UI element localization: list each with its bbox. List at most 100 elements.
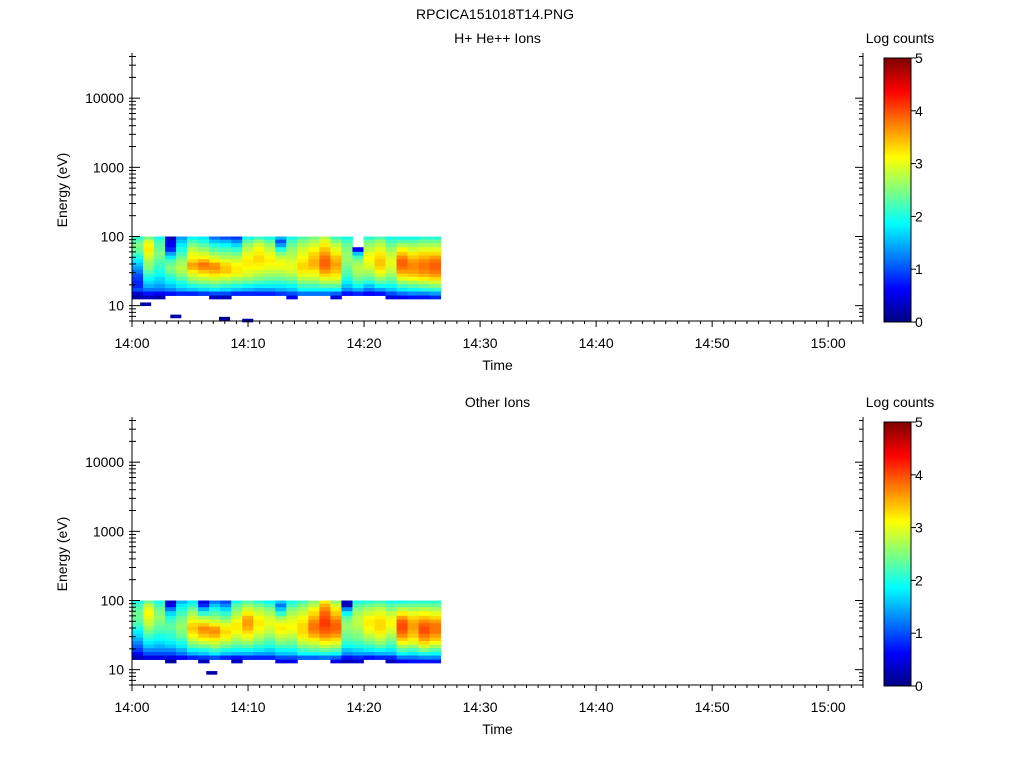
heatmap-cell xyxy=(187,623,199,627)
colorbar-segment xyxy=(884,479,911,483)
heatmap-cell xyxy=(154,280,166,285)
heatmap-cell xyxy=(418,637,431,642)
heatmap-cell xyxy=(220,251,232,256)
heatmap-cell xyxy=(429,652,442,656)
colorbar-segment xyxy=(884,78,911,82)
heatmap-cell xyxy=(308,280,320,285)
heatmap-cell xyxy=(220,259,232,263)
heatmap-cell xyxy=(209,619,221,624)
colorbar-segment xyxy=(884,251,911,255)
heatmap-cell xyxy=(363,623,375,627)
heatmap-cell xyxy=(231,637,243,642)
heatmap-cell xyxy=(418,259,431,263)
heatmap-cell xyxy=(308,288,320,292)
heatmap-cell xyxy=(319,619,331,624)
heatmap-cell xyxy=(165,611,177,617)
heatmap-cell xyxy=(209,288,221,292)
heatmap-cell xyxy=(396,239,408,244)
heatmap-cell xyxy=(374,611,386,617)
heatmap-cell xyxy=(418,262,431,267)
x-tick-label: 14:10 xyxy=(231,699,266,715)
colorbar-segment xyxy=(884,136,911,139)
heatmap-cell xyxy=(374,251,386,256)
heatmap-cell xyxy=(286,652,298,656)
heatmap-cell xyxy=(286,269,298,275)
heatmap-cell xyxy=(330,239,342,244)
heatmap-cell xyxy=(341,611,353,617)
heatmap-cell xyxy=(429,644,442,649)
heatmap-cell xyxy=(154,615,166,620)
heatmap-cell xyxy=(187,276,199,282)
heatmap-cell xyxy=(319,640,331,646)
heatmap-cell xyxy=(143,262,155,267)
heatmap-cell xyxy=(341,291,353,296)
heatmap-cell xyxy=(176,243,188,248)
colorbar-segment xyxy=(884,249,911,253)
colorbar-segment xyxy=(884,284,911,288)
colorbar-segment xyxy=(884,504,911,508)
heatmap-cell xyxy=(187,291,199,296)
heatmap-cell xyxy=(286,655,298,660)
y-axis-label: Energy (eV) xyxy=(54,152,70,228)
heatmap-cell xyxy=(352,276,364,282)
colorbar-segment xyxy=(884,457,911,460)
heatmap-cell xyxy=(341,603,353,608)
y-tick-label: 100 xyxy=(101,592,125,608)
heatmap-cell xyxy=(341,630,353,635)
heatmap-cell xyxy=(352,291,364,296)
colorbar-segment xyxy=(884,163,911,166)
heatmap-cell xyxy=(165,633,177,639)
heatmap-cell xyxy=(220,633,232,639)
heatmap-cell xyxy=(176,615,188,620)
panel-title: H+ He++ Ions xyxy=(454,30,541,46)
heatmap-cell xyxy=(330,280,342,285)
heatmap-cell xyxy=(330,284,342,289)
heatmap-cell xyxy=(198,615,210,620)
heatmap-cell xyxy=(275,273,287,278)
heatmap-cell xyxy=(143,295,155,300)
heatmap-cell xyxy=(385,633,397,639)
heatmap-cell xyxy=(330,659,342,664)
heatmap-cell xyxy=(176,611,188,617)
heatmap-cell xyxy=(418,236,431,241)
colorbar-segment xyxy=(884,132,911,135)
heatmap-cell xyxy=(418,280,431,285)
heatmap-cell xyxy=(341,284,353,289)
colorbar-segment xyxy=(884,291,911,294)
heatmap-cell xyxy=(308,607,320,612)
heatmap-cell xyxy=(297,255,309,260)
colorbar-segment xyxy=(884,665,911,668)
colorbar-segment xyxy=(884,510,911,514)
heatmap-cell xyxy=(385,619,397,624)
colorbar-segment xyxy=(884,126,911,129)
heatmap-cell xyxy=(308,603,320,608)
heatmap-cell xyxy=(352,633,364,639)
heatmap-cell xyxy=(220,655,232,660)
heatmap-cell xyxy=(297,236,309,241)
heatmap-cell xyxy=(209,615,221,620)
heatmap-cell xyxy=(352,284,364,289)
colorbar-segment xyxy=(884,231,911,234)
heatmap-cell xyxy=(198,243,210,248)
heatmap-cell xyxy=(297,630,309,635)
heatmap-cell xyxy=(154,630,166,635)
heatmap-cell xyxy=(176,600,188,605)
heatmap-cell xyxy=(330,288,342,292)
heatmap-cell xyxy=(286,239,298,244)
heatmap-cell xyxy=(374,633,386,639)
heatmap-cell xyxy=(242,239,254,244)
heatmap-cell xyxy=(176,637,188,642)
heatmap-cell xyxy=(363,247,375,253)
heatmap-cell xyxy=(297,615,309,620)
heatmap-cell xyxy=(253,611,265,617)
heatmap-cell xyxy=(385,269,397,275)
heatmap-cell xyxy=(286,644,298,649)
heatmap-cell xyxy=(275,243,287,248)
heatmap-cell xyxy=(143,291,155,296)
heatmap-cell xyxy=(176,655,188,660)
heatmap-cell xyxy=(253,284,265,289)
x-tick-label: 14:50 xyxy=(695,699,730,715)
heatmap-cell xyxy=(176,607,188,612)
heatmap-cell xyxy=(143,288,155,292)
heatmap-cell xyxy=(154,266,166,271)
